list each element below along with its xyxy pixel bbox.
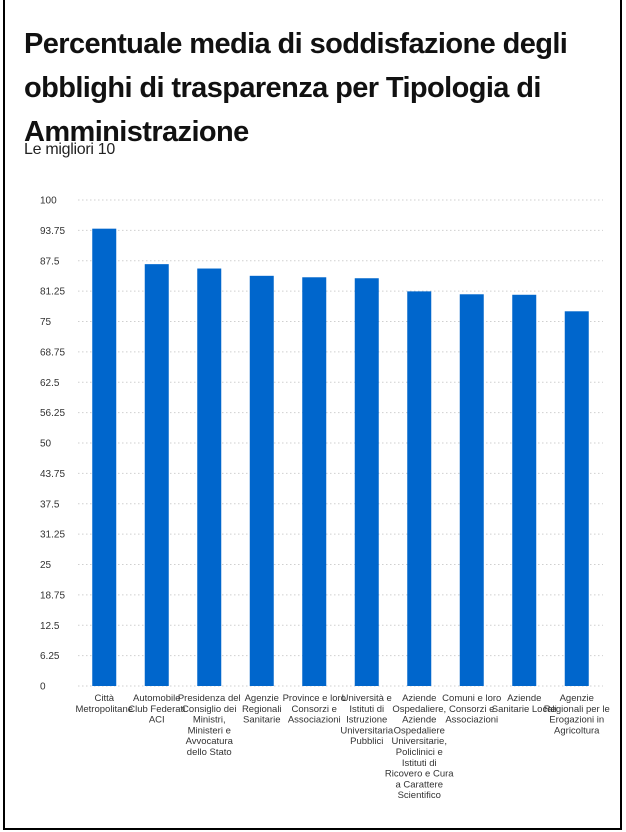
x-category-label-line: Consorzi e: [449, 704, 494, 715]
x-category-label-line: Sanitarie: [243, 715, 281, 726]
x-category-label-line: Aziende: [507, 693, 541, 704]
x-category-label-line: Agricoltura: [554, 725, 600, 736]
bar[interactable]: [197, 268, 222, 686]
y-tick-label: 75: [40, 317, 52, 328]
x-category-label: Aziende Ospedaliere, Aziende Ospedaliere Uni…: [385, 693, 454, 801]
x-category-label-line: Consiglio dei: [182, 704, 236, 715]
y-tick-label: 62.5: [40, 378, 60, 389]
y-tick-label: 50: [40, 439, 52, 450]
chart-title: Percentuale media di soddisfazione degli…: [24, 28, 568, 148]
x-category-label-line: Consorzi e: [292, 704, 337, 715]
x-category-label-line: Metropolitane: [75, 704, 133, 715]
x-category-label-line: Regionali: [242, 704, 282, 715]
x-category-label-line: Istruzione: [346, 715, 387, 726]
x-category-label: Province e loro Consorzi e Associazioni: [283, 693, 346, 726]
x-category-label: Agenzie Regionali per le Erogazioni in Agri…: [544, 693, 610, 736]
x-category-label: Agenzie Regionali Sanitarie: [242, 693, 282, 726]
y-axis: 0 6.25 12.5 18.75 25 31.25 37.5 43.75 50 56.25 62.…: [40, 196, 65, 693]
x-category-label-line: Istituti di: [402, 758, 437, 769]
x-category-label-line: Agenzie: [560, 693, 594, 704]
x-category-label-line: Ospedaliere,: [392, 704, 446, 715]
x-category-label: Aziende Sanitarie Locali: [492, 693, 557, 715]
x-category-label-line: Scientifico: [398, 790, 441, 801]
y-tick-label: 87.5: [40, 256, 60, 267]
y-tick-label: 68.75: [40, 347, 65, 358]
x-category-label: Università e Istituti di Istruzione Univers…: [340, 693, 394, 747]
bar-chart: 0 6.25 12.5 18.75 25 31.25 37.5 43.75 50 56.25 62.…: [40, 196, 610, 802]
x-category-label: Città Metropolitane: [75, 693, 133, 715]
x-category-label-line: Ricovero e Cura: [385, 769, 454, 780]
x-category-label-line: Istituti di: [349, 704, 384, 715]
bar[interactable]: [354, 278, 379, 686]
y-tick-label: 18.75: [40, 590, 65, 601]
x-category-label-line: Universitaria: [340, 725, 394, 736]
x-category-label-line: Club Federati: [128, 704, 185, 715]
bar[interactable]: [144, 264, 169, 686]
bar[interactable]: [459, 294, 484, 686]
x-category-label-line: Universitarie,: [392, 736, 447, 747]
x-category-label-line: Ministeri e: [188, 725, 231, 736]
x-category-label-line: Sanitarie Locali: [492, 704, 557, 715]
bar[interactable]: [92, 228, 117, 686]
y-tick-label: 37.5: [40, 499, 60, 510]
x-category-label-line: Policlinici e: [396, 747, 443, 758]
y-tick-label: 100: [40, 196, 57, 207]
x-category-label-line: Aziende: [402, 715, 436, 726]
chart-frame: [3, 0, 622, 830]
x-category-label-line: Agenzie: [245, 693, 279, 704]
y-tick-label: 12.5: [40, 621, 60, 632]
x-category-label: Automobile Club Federati ACI: [128, 693, 185, 726]
x-category-label-line: dello Stato: [187, 747, 232, 758]
x-category-label-line: Erogazioni in: [549, 715, 604, 726]
x-category-label-line: Università e: [342, 693, 392, 704]
x-category-label-line: Pubblici: [350, 736, 383, 747]
x-category-label-line: ACI: [149, 715, 165, 726]
x-category-label-line: Comuni e loro: [442, 693, 501, 704]
bar[interactable]: [249, 275, 274, 686]
y-tick-label: 43.75: [40, 469, 65, 480]
x-category-label-line: Automobile: [133, 693, 181, 704]
x-category-label-line: Aziende: [402, 693, 436, 704]
y-tick-label: 6.25: [40, 651, 60, 662]
x-category-label: Presidenza del Consiglio dei Ministri, Mini…: [178, 693, 241, 758]
y-tick-label: 81.25: [40, 287, 65, 298]
bars: [92, 228, 589, 686]
x-category-label-line: Ospedaliere: [394, 725, 445, 736]
y-tick-label: 56.25: [40, 408, 65, 419]
chart-subtitle: Le migliori 10: [24, 141, 115, 158]
bar[interactable]: [407, 291, 432, 686]
x-category-label-line: Regionali per le: [544, 704, 610, 715]
bar[interactable]: [302, 277, 327, 686]
x-category-label-line: a Carattere: [395, 779, 443, 790]
x-category-label-line: Avvocatura: [186, 736, 234, 747]
bar[interactable]: [564, 311, 589, 686]
x-category-label-line: Città: [94, 693, 114, 704]
bar[interactable]: [512, 294, 537, 686]
x-category-label: Comuni e loro Consorzi e Associazioni: [442, 693, 501, 726]
x-category-label-line: Province e loro: [283, 693, 346, 704]
x-category-label-line: Associazioni: [445, 715, 498, 726]
x-category-label-line: Ministri,: [193, 715, 226, 726]
y-tick-label: 0: [40, 682, 46, 693]
y-tick-label: 93.75: [40, 226, 65, 237]
x-category-label-line: Presidenza del: [178, 693, 241, 704]
y-tick-label: 25: [40, 560, 52, 571]
y-tick-label: 31.25: [40, 530, 65, 541]
x-category-label-line: Associazioni: [288, 715, 341, 726]
